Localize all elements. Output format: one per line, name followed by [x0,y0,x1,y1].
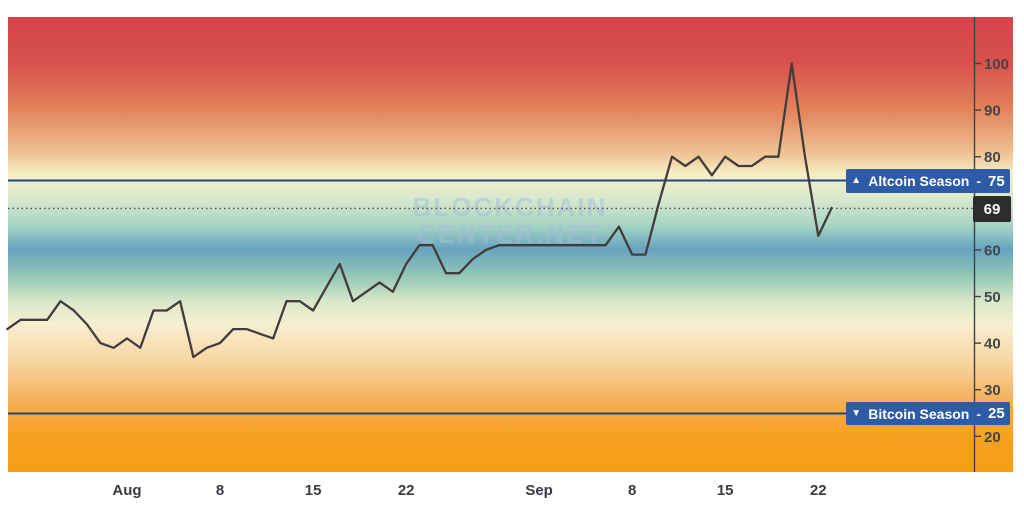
y-axis-ticks: 100 90 80 60 50 40 30 20 [974,56,1009,446]
y-tick-label: 60 [984,242,1001,259]
x-tick-label: 22 [810,482,827,499]
bitcoin-threshold-value: 25 [988,405,1005,422]
x-tick-label: Aug [112,482,141,499]
triangle-down-icon: ▼ [851,407,862,419]
altcoin-season-badge: ▲ Altcoin Season - 75 [846,169,1010,193]
x-tick-label: Sep [525,482,553,499]
x-tick-label: 8 [628,482,636,499]
y-tick-label: 30 [984,382,1001,399]
current-value-badge: 69 [973,196,1011,222]
altcoin-separator: - [976,173,982,189]
triangle-up-icon: ▲ [851,175,862,186]
y-tick-label: 40 [984,336,1001,353]
index-series-line [6,62,833,359]
y-tick-label: 20 [984,429,1001,446]
altcoin-threshold-value: 75 [988,172,1005,190]
x-tick-label: 22 [398,482,415,499]
bitcoin-season-label: Bitcoin Season [868,405,970,422]
x-axis-labels: Aug 8 15 22 Sep 8 15 22 [112,482,826,499]
bitcoin-season-badge: ▼ Bitcoin Season - 25 [846,402,1010,425]
altcoin-season-label: Altcoin Season [868,173,970,189]
bitcoin-separator: - [976,405,982,422]
x-tick-label: 8 [216,482,224,499]
watermark-line1: BLOCKCHAIN [413,192,608,222]
y-tick-label: 50 [984,289,1001,306]
y-tick-label: 80 [984,149,1001,166]
x-tick-label: 15 [717,482,734,499]
y-tick-label: 90 [984,103,1001,120]
y-tick-label: 100 [984,56,1009,73]
watermark-line2: CENTER.NET [417,219,603,249]
x-tick-label: 15 [305,482,322,499]
